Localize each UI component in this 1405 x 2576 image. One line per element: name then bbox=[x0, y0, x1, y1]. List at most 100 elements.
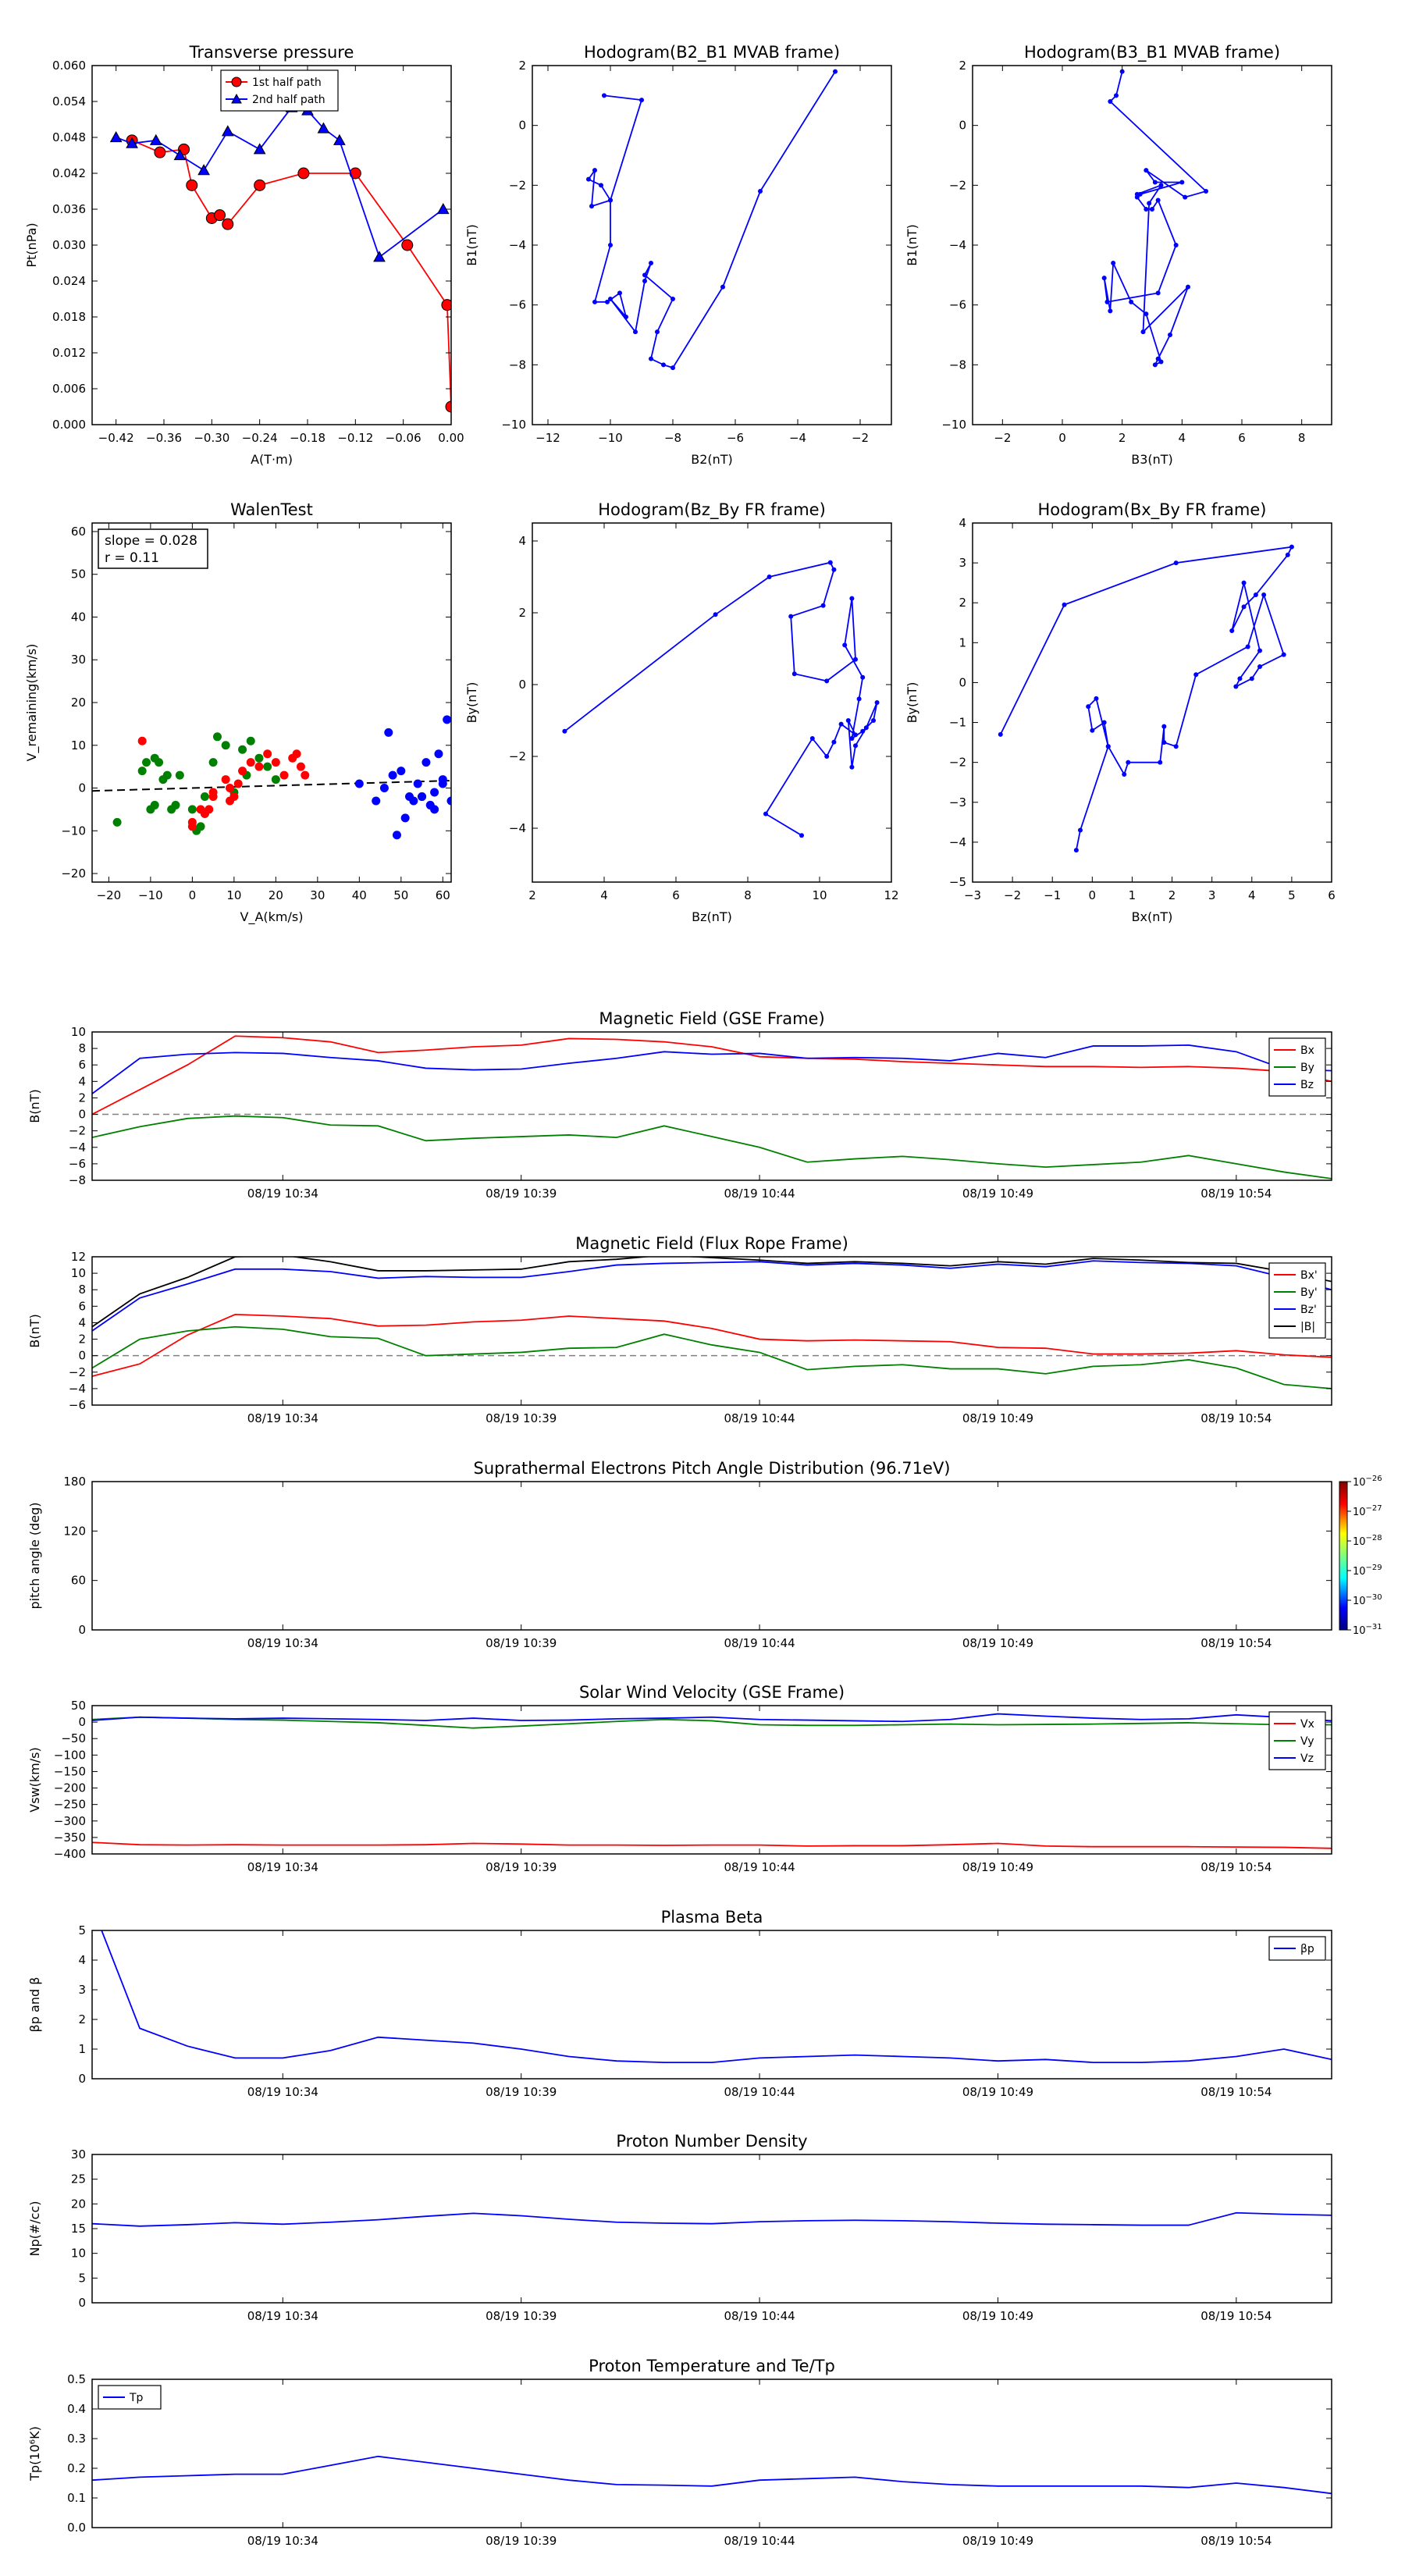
hodo_bzby-series-0-point-18 bbox=[863, 725, 869, 731]
transverse-series-1-point-11 bbox=[373, 251, 386, 262]
hodo_bxby-series-0-point-6 bbox=[1241, 604, 1247, 610]
hodo_b2b1-xtick-label: −10 bbox=[598, 431, 623, 445]
mag_gse-ylabel: B(nT) bbox=[27, 1089, 42, 1123]
hodo_bzby-title: Hodogram(Bz_By FR frame) bbox=[598, 500, 826, 520]
walen-series-0-point-26 bbox=[150, 753, 159, 763]
hodo_bzby-series-0-point-1 bbox=[713, 612, 718, 617]
vsw-ytick-label: −350 bbox=[54, 1831, 86, 1845]
walen-series-1-point-16 bbox=[279, 770, 289, 780]
hodo_b2b1-ytick-label: −8 bbox=[509, 358, 526, 372]
hodo_b2b1-series-0-point-9 bbox=[592, 299, 597, 304]
walen-series-1-point-2 bbox=[187, 817, 197, 827]
transverse-ytick-label: 0.006 bbox=[52, 382, 86, 396]
pad-xtick-label: 08/19 10:34 bbox=[247, 1636, 318, 1650]
hodo_bzby-ytick-label: 4 bbox=[518, 534, 526, 548]
walen-series-2-point-19 bbox=[438, 779, 447, 788]
hodo_bxby-series-0-point-7 bbox=[1229, 628, 1235, 633]
transverse-series-0-line bbox=[131, 140, 451, 407]
hodo_bxby-ylabel: By(nT) bbox=[905, 682, 919, 724]
mag_fr-ytick-label: 12 bbox=[71, 1250, 86, 1264]
hodo_b3b1-series-0-point-20 bbox=[1144, 311, 1149, 317]
walen-series-2-point-5 bbox=[392, 831, 401, 840]
walen-series-0-point-24 bbox=[200, 792, 209, 801]
mag_gse-ytick-label: 10 bbox=[71, 1025, 86, 1039]
hodo_bzby-series-0-point-25 bbox=[824, 754, 830, 759]
hodo_b3b1-xtick-label: 0 bbox=[1058, 431, 1066, 445]
vsw-xtick-label: 08/19 10:34 bbox=[247, 1860, 318, 1874]
walen-ytick-label: 20 bbox=[71, 696, 86, 710]
vsw-ytick-label: −250 bbox=[54, 1798, 86, 1812]
transverse-ytick-label: 0.030 bbox=[52, 238, 86, 252]
hodo_bxby-series-0-point-15 bbox=[1261, 592, 1267, 597]
hodo_b3b1-series-0-point-25 bbox=[1186, 284, 1190, 290]
hodo_bzby-series-0-point-16 bbox=[871, 718, 876, 723]
walen-series-2-point-17 bbox=[446, 796, 451, 806]
hodo_bzby-series-0-point-24 bbox=[831, 739, 837, 745]
hodo_bxby-series-0-point-23 bbox=[1122, 772, 1127, 777]
mag_fr-xtick-label: 08/19 10:44 bbox=[724, 1411, 795, 1425]
transverse-series-0-point-7 bbox=[254, 179, 266, 191]
hodo_b2b1-series-0-point-7 bbox=[608, 197, 613, 203]
np-xtick-label: 08/19 10:39 bbox=[486, 2309, 557, 2323]
walen-series-1-point-11 bbox=[238, 767, 247, 776]
hodo_b3b1-series-0-point-22 bbox=[1152, 362, 1158, 368]
transverse-series-1-point-3 bbox=[173, 148, 187, 161]
walen-series-2-point-6 bbox=[397, 767, 406, 776]
tp-plot-frame bbox=[91, 2379, 1332, 2528]
tp-ytick-label: 0.5 bbox=[67, 2372, 86, 2386]
hodo_b3b1-series-0-point-21 bbox=[1158, 359, 1164, 365]
pad-colorbar bbox=[1339, 1481, 1348, 1631]
vsw-ytick-label: −150 bbox=[54, 1764, 86, 1778]
mag_gse-legend-label: Bx bbox=[1300, 1044, 1314, 1057]
walen-series-0-point-0 bbox=[112, 817, 122, 827]
chart-hodo_bxby: Hodogram(Bx_By FR frame)−3 −2 −1 0 1 2 3 4 5 6−5−… bbox=[905, 500, 1336, 924]
hodo_b3b1-ytick-label: −8 bbox=[949, 358, 966, 372]
mag_gse-title: Magnetic Field (GSE Frame) bbox=[599, 1009, 824, 1028]
np-xtick-label: 08/19 10:44 bbox=[724, 2309, 795, 2323]
hodo_b3b1-ytick-label: −4 bbox=[949, 238, 966, 252]
walen-series-0-point-6 bbox=[162, 770, 172, 780]
pad-colorbar-tick-1: 10−27 bbox=[1353, 1504, 1382, 1518]
walen-title: WalenTest bbox=[230, 500, 313, 519]
transverse-legend-label: 2nd half path bbox=[252, 94, 325, 106]
hodo_bzby-ylabel: By(nT) bbox=[464, 682, 479, 724]
hodo_bxby-series-0-point-29 bbox=[1105, 744, 1111, 749]
hodo_bzby-series-0-point-0 bbox=[562, 728, 567, 734]
hodo_b2b1-series-0-line bbox=[587, 71, 836, 369]
transverse-legend: 1st half path 2nd half path bbox=[220, 69, 339, 112]
walen-series-2-point-13 bbox=[430, 788, 439, 797]
hodo_bxby-series-0-point-26 bbox=[1090, 728, 1095, 733]
walen-series-2-point-3 bbox=[384, 728, 393, 737]
transverse-series-0-point-8 bbox=[297, 167, 310, 180]
hodo_bxby-ytick-label: 1 bbox=[959, 635, 966, 649]
hodo_b3b1-series-0-point-3 bbox=[1204, 189, 1208, 194]
beta-ytick-label: 3 bbox=[78, 1983, 86, 1997]
walen-xtick-label: −10 bbox=[138, 888, 163, 902]
hodo_b2b1-series-0-point-12 bbox=[624, 315, 628, 319]
pad-colorbar-tick-0: 10−26 bbox=[1353, 1475, 1382, 1489]
walen-series-0-point-3 bbox=[150, 800, 159, 809]
walen-series-1-point-22 bbox=[226, 784, 235, 793]
vsw-ytick-label: 0 bbox=[78, 1715, 86, 1729]
hodo_bzby-xtick-label: 4 bbox=[600, 888, 608, 902]
hodo_b2b1-series-0-point-0 bbox=[602, 93, 606, 98]
transverse-series-1-point-9 bbox=[317, 122, 330, 133]
walen-ytick-label: 40 bbox=[71, 610, 86, 624]
mag_gse-ytick-label: 6 bbox=[78, 1058, 86, 1072]
beta-title: Plasma Beta bbox=[661, 1908, 763, 1927]
transverse-series-1-point-12 bbox=[436, 202, 450, 215]
hodo_b2b1-ylabel: B1(nT) bbox=[464, 224, 479, 266]
walen-series-1-point-15 bbox=[271, 758, 280, 767]
hodo_b2b1-series-0-point-11 bbox=[617, 290, 622, 296]
hodo_bzby-series-0-point-26 bbox=[809, 736, 815, 741]
mag_fr-ytick-label: 2 bbox=[78, 1332, 86, 1347]
hodo_bzby-series-0-point-22 bbox=[853, 732, 858, 738]
hodo_bxby-xtick-label: −2 bbox=[1004, 888, 1021, 902]
hodo_bzby-series-0-point-8 bbox=[824, 678, 830, 684]
mag_gse-ytick-label: 0 bbox=[78, 1108, 86, 1122]
hodo_b2b1-series-0-point-6 bbox=[599, 183, 603, 188]
hodo_bzby-series-0-point-28 bbox=[799, 833, 804, 838]
walen-xtick-label: 60 bbox=[436, 888, 450, 902]
walen-ytick-label: 10 bbox=[71, 738, 86, 753]
transverse-series-0-point-1 bbox=[154, 146, 166, 158]
